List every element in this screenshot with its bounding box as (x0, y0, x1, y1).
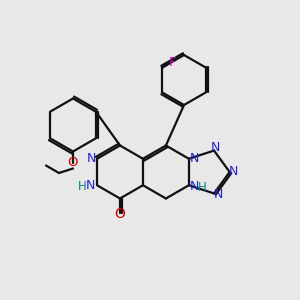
Text: N: N (229, 164, 238, 178)
Text: N: N (85, 179, 95, 192)
Text: N: N (210, 141, 220, 154)
Text: O: O (115, 206, 125, 220)
Text: N: N (190, 180, 199, 193)
Text: N: N (214, 188, 223, 201)
Text: N: N (190, 152, 199, 165)
Text: F: F (169, 56, 176, 70)
Text: N: N (87, 152, 96, 165)
Text: H: H (78, 180, 87, 193)
Text: H: H (197, 181, 206, 194)
Text: O: O (68, 157, 78, 169)
